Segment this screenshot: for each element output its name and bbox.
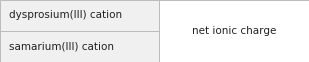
Text: net ionic charge: net ionic charge	[192, 26, 276, 36]
Bar	[0, 0, 159, 31]
Bar	[159, 0, 309, 62]
Text: samarium(III) cation: samarium(III) cation	[9, 41, 114, 52]
Text: dysprosium(III) cation: dysprosium(III) cation	[9, 10, 122, 21]
Bar	[0, 31, 159, 62]
